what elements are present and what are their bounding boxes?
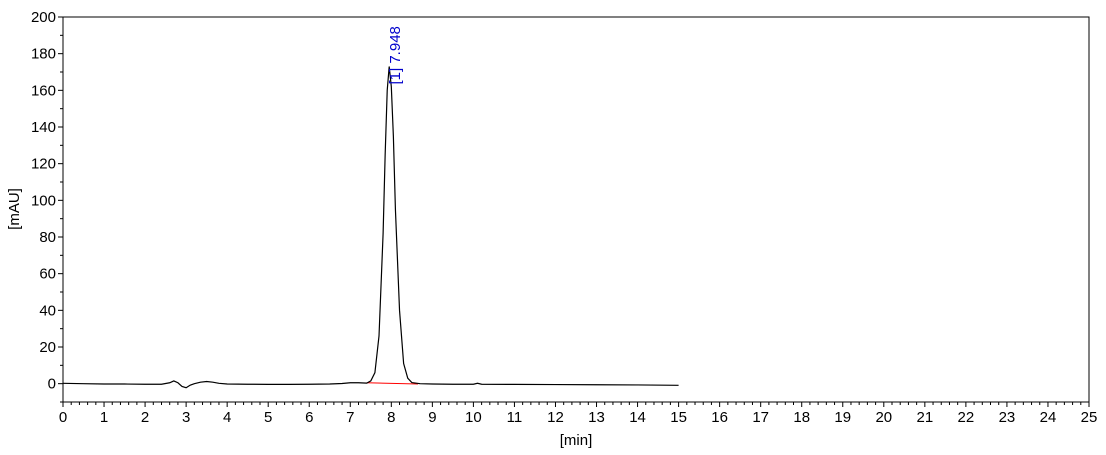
x-tick-label: 20 — [875, 409, 892, 426]
x-tick-label: 0 — [59, 409, 67, 426]
x-tick-label: 6 — [305, 409, 313, 426]
x-tick-label: 5 — [264, 409, 272, 426]
peak-annotations: [1] 7.948 — [387, 26, 404, 84]
x-tick-label: 2 — [141, 409, 149, 426]
y-axis-title: [mAU] — [6, 188, 23, 230]
x-tick-label: 25 — [1081, 409, 1098, 426]
x-tick-label: 8 — [387, 409, 395, 426]
y-tick-label: 140 — [31, 119, 56, 136]
y-tick-label: 100 — [31, 192, 56, 209]
x-axis-title: [min] — [560, 432, 593, 449]
y-tick-label: 200 — [31, 9, 56, 26]
x-tick-label: 4 — [223, 409, 231, 426]
x-tick-label: 1 — [100, 409, 108, 426]
peak-label: [1] 7.948 — [387, 26, 404, 84]
y-tick-label: 120 — [31, 156, 56, 173]
integration-baseline — [366, 382, 419, 385]
x-tick-label: 23 — [999, 409, 1016, 426]
x-tick-label: 3 — [182, 409, 190, 426]
x-tick-label: 21 — [916, 409, 933, 426]
y-tick-label: 160 — [31, 82, 56, 99]
x-tick-label: 18 — [793, 409, 810, 426]
y-tick-label: 20 — [39, 339, 56, 356]
y-tick-label: 0 — [48, 376, 56, 393]
y-axis: 0 20 40 60 80 100 120 140 160 180 200 — [31, 9, 63, 403]
x-tick-label: 19 — [834, 409, 851, 426]
x-tick-label: 17 — [752, 409, 769, 426]
x-axis: 0 1 2 3 4 5 6 7 8 9 10 11 12 13 14 15 16 17 18 19 20 21 22 23 24… — [59, 402, 1098, 426]
x-tick-label: 13 — [588, 409, 605, 426]
x-tick-label: 15 — [670, 409, 687, 426]
y-tick-label: 40 — [39, 302, 56, 319]
chromatogram-trace — [62, 66, 679, 389]
y-tick-label: 180 — [31, 46, 56, 63]
x-tick-label: 7 — [346, 409, 354, 426]
x-tick-label: 12 — [547, 409, 564, 426]
plot-area — [62, 16, 1090, 403]
y-tick-label: 60 — [39, 266, 56, 283]
x-tick-label: 10 — [465, 409, 482, 426]
x-tick-label: 22 — [958, 409, 975, 426]
x-tick-label: 9 — [428, 409, 436, 426]
x-tick-label: 14 — [629, 409, 646, 426]
y-tick-label: 80 — [39, 229, 56, 246]
x-tick-label: 24 — [1040, 409, 1057, 426]
x-tick-label: 11 — [507, 409, 523, 426]
x-tick-label: 16 — [711, 409, 728, 426]
